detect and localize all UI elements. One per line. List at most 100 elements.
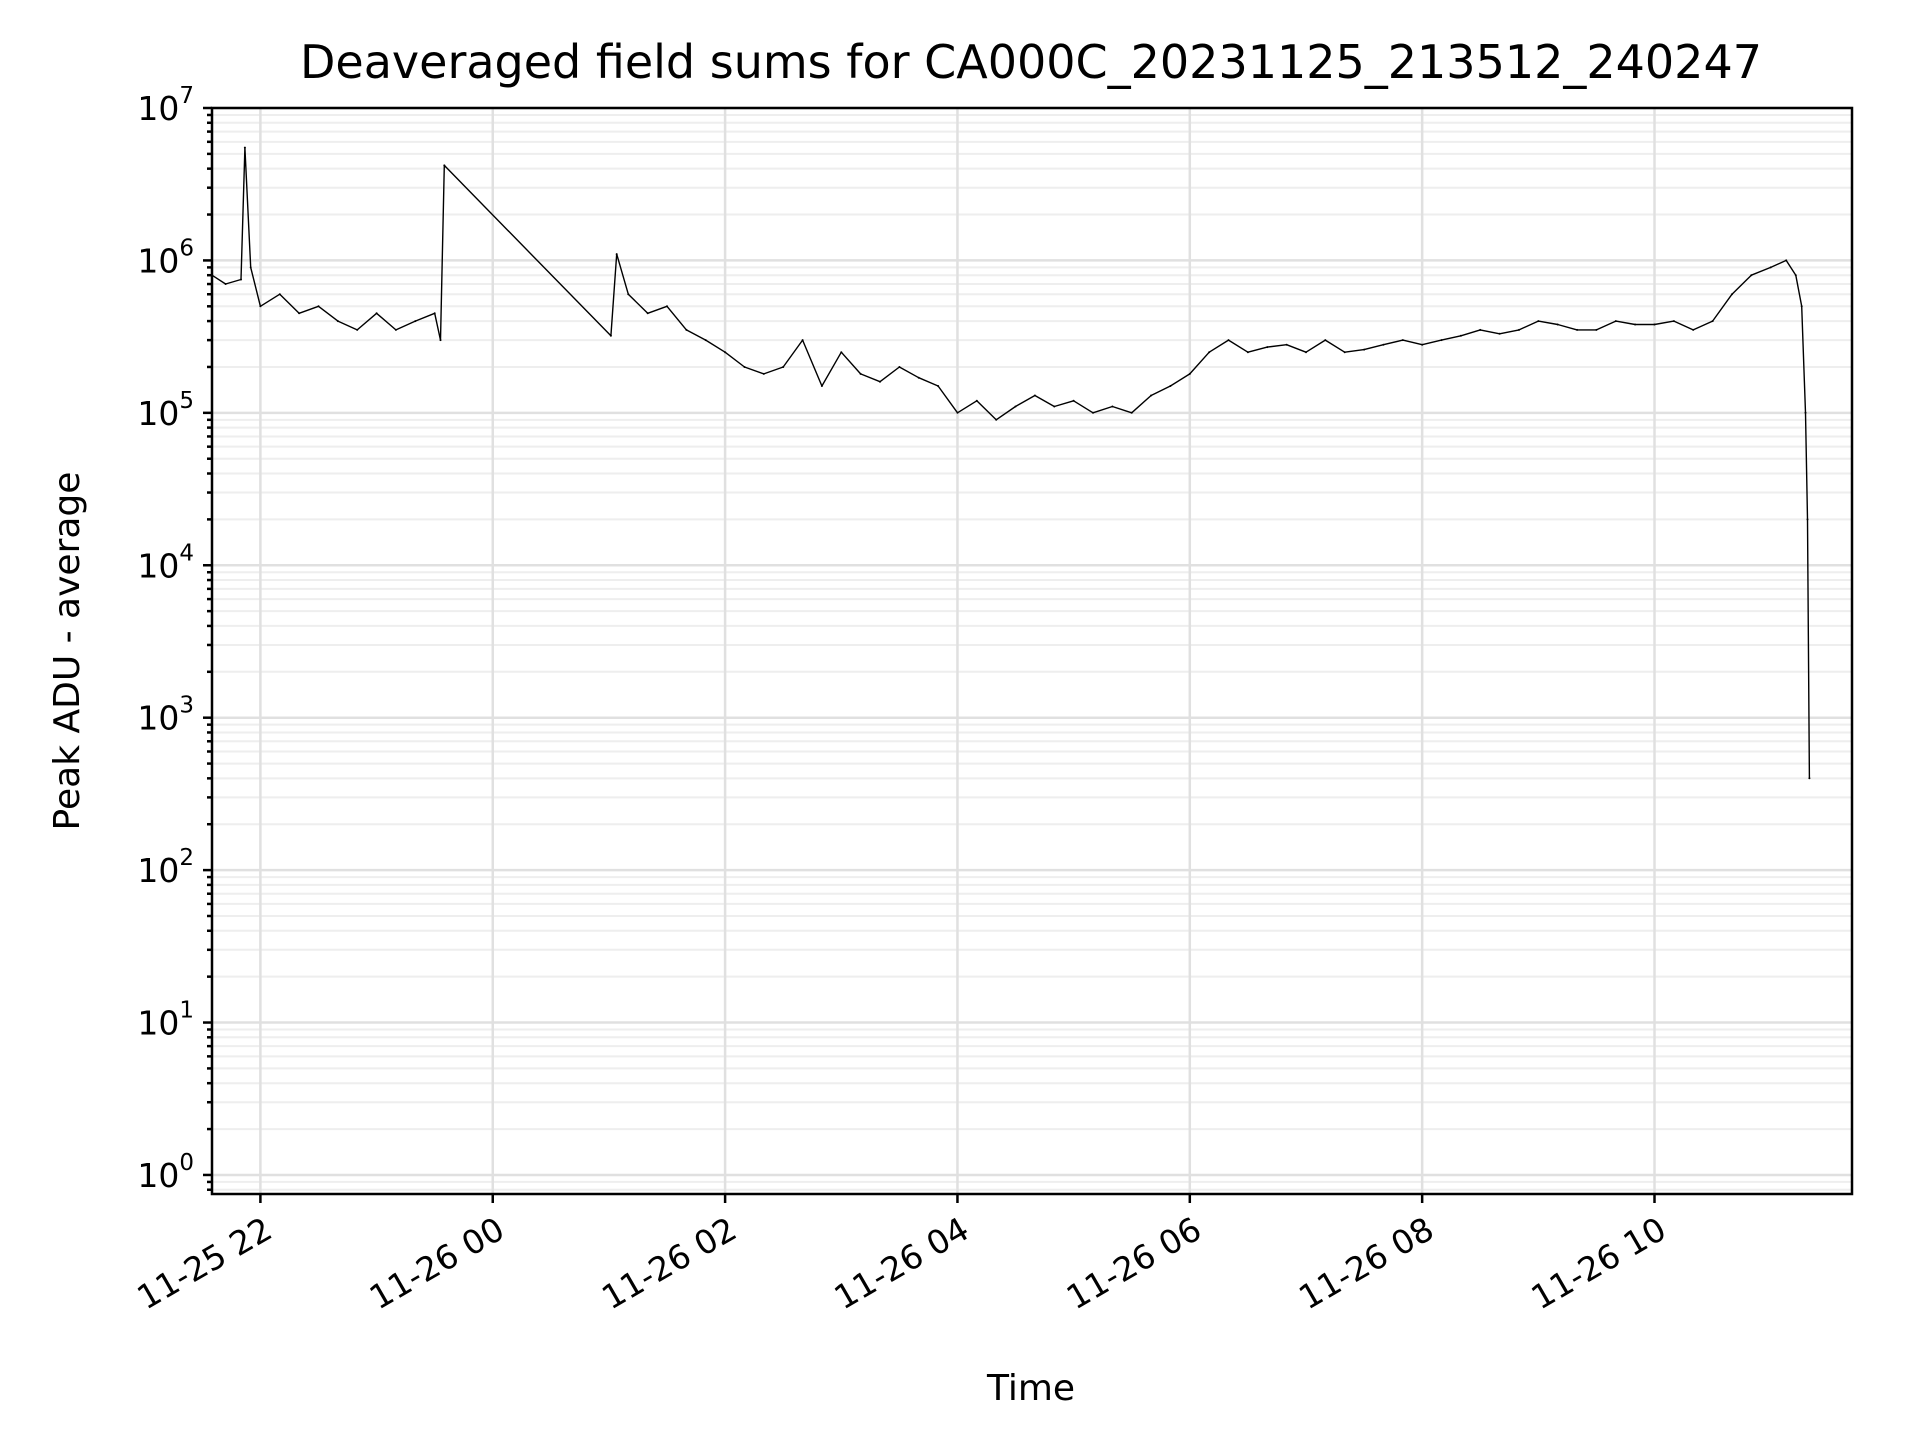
series-line: [211, 146, 1811, 779]
data-point: [278, 293, 281, 296]
y-tick-label: 101: [137, 998, 194, 1043]
x-tick-label: 11-26 04: [827, 1209, 975, 1317]
data-point: [1692, 328, 1695, 331]
data-point: [666, 305, 668, 308]
data-point: [298, 312, 301, 315]
x-axis-label: Time: [986, 1368, 1075, 1409]
data-point: [743, 366, 746, 368]
data-point: [782, 366, 785, 368]
x-tick-label: 11-26 00: [363, 1209, 511, 1317]
data-point: [627, 293, 630, 296]
data-point: [1130, 411, 1133, 414]
data-point: [1479, 328, 1482, 331]
data-point: [1459, 334, 1462, 337]
data-point: [1800, 305, 1803, 308]
data-point: [243, 146, 246, 149]
data-point: [1440, 339, 1443, 342]
data-point: [937, 385, 940, 387]
data-point: [1672, 320, 1675, 323]
y-tick-label: 100: [137, 1150, 194, 1195]
data-point: [917, 376, 920, 379]
data-point: [1266, 346, 1269, 349]
data-point: [762, 372, 765, 375]
data-point: [1518, 328, 1520, 331]
data-point: [1595, 328, 1598, 331]
data-point: [1208, 351, 1211, 354]
data-point: [1092, 411, 1094, 414]
data-point: [1731, 293, 1733, 296]
data-point: [615, 253, 618, 256]
data-point: [1150, 394, 1153, 397]
data-point: [1794, 274, 1797, 277]
data-point: [1711, 320, 1714, 323]
x-tick-labels: 11-25 22 11-26 00 11-26 02 11-26 04 11-26 06…: [130, 1209, 1672, 1317]
plot-frame: [210, 106, 1854, 1196]
data-point: [820, 385, 823, 387]
y-tick-label: 104: [137, 540, 194, 585]
data-point: [724, 351, 727, 354]
data-point: [1634, 323, 1637, 326]
x-tick-label: 11-25 22: [130, 1209, 278, 1317]
data-point: [1614, 320, 1617, 323]
x-tick-label: 11-26 10: [1525, 1209, 1673, 1317]
data-point: [879, 380, 881, 383]
data-point: [685, 328, 688, 331]
data-point: [1401, 339, 1404, 342]
data-point: [1111, 405, 1114, 408]
data-point: [375, 312, 378, 315]
chart-title: Deaveraged field sums for CA000C_2023112…: [300, 35, 1762, 89]
data-point: [1576, 328, 1579, 331]
data-point: [1750, 274, 1753, 277]
y-axis-label: Peak ADU - average: [47, 472, 88, 831]
data-point: [840, 351, 843, 354]
grid-lines: [212, 106, 1852, 1194]
data-point: [1053, 405, 1056, 408]
data-point: [1246, 351, 1249, 354]
data-point: [1498, 332, 1501, 335]
data-point: [336, 320, 339, 323]
data-point: [249, 266, 252, 269]
data-point: [1285, 343, 1288, 346]
data-point: [1033, 394, 1036, 397]
data-point: [414, 320, 417, 323]
x-tick-label: 11-26 08: [1292, 1209, 1440, 1317]
y-tick-labels: 100 101 102 103 104 105 106 107: [137, 83, 194, 1195]
data-point: [1806, 518, 1809, 521]
data-point: [1363, 348, 1366, 351]
data-point: [1769, 266, 1772, 269]
data-point: [975, 399, 978, 402]
data-point: [704, 339, 707, 342]
y-tick-label: 106: [137, 235, 194, 280]
data-point: [1556, 323, 1559, 326]
y-tick-label: 103: [137, 693, 194, 738]
data-point: [1537, 320, 1540, 323]
data-point: [1072, 399, 1075, 402]
data-point: [801, 339, 804, 342]
data-point: [1808, 777, 1811, 780]
y-tick-label: 102: [137, 845, 194, 890]
axis-ticks: [203, 106, 1656, 1203]
data-point: [1421, 343, 1424, 346]
data-point: [240, 278, 242, 281]
data-point: [433, 312, 436, 315]
data-point: [317, 305, 320, 308]
data-point: [259, 305, 262, 308]
data-point: [443, 164, 446, 167]
data-point: [646, 312, 649, 315]
data-point: [1343, 351, 1346, 354]
data-point: [394, 328, 397, 331]
data-point: [1188, 372, 1191, 375]
data-point: [1014, 405, 1017, 408]
y-tick-label: 105: [137, 388, 194, 433]
data-point: [1653, 323, 1656, 326]
data-point: [1324, 339, 1327, 342]
data-point: [439, 339, 442, 342]
x-tick-label: 11-26 06: [1060, 1209, 1208, 1317]
data-point: [1305, 351, 1307, 354]
data-point: [609, 334, 612, 337]
data-point: [859, 372, 862, 375]
series-group: [211, 146, 1811, 780]
data-point: [898, 366, 901, 368]
data-point: [224, 283, 227, 285]
